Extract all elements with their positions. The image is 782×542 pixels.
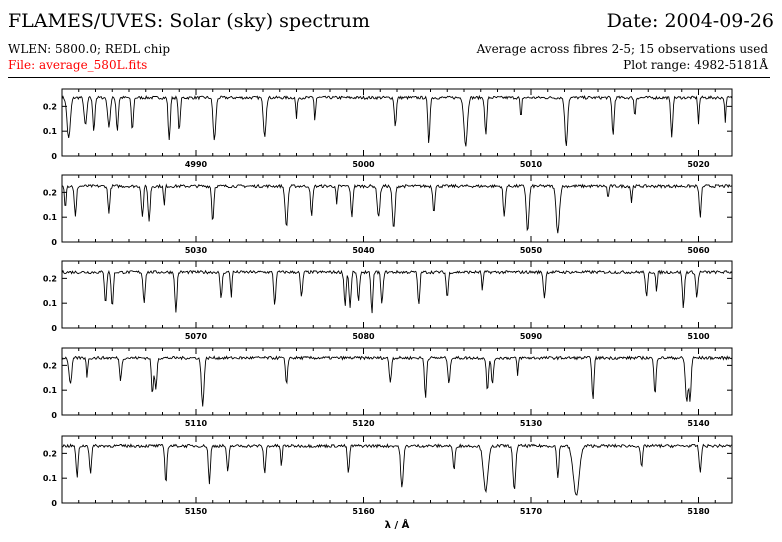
x-tick-label: 5060 [687,246,710,255]
file-name: File: average_580L.fits [8,58,148,72]
y-tick-label: 0.2 [43,102,57,111]
y-tick-label: 0.2 [43,361,57,370]
setup-info: WLEN: 5800.0; REDL chip [8,42,171,56]
y-tick-label: 0.2 [43,449,57,458]
x-tick-label: 5050 [520,246,543,255]
x-tick-label: 5130 [520,419,543,428]
x-tick-label: 5090 [520,332,543,341]
spectrum-trace [61,269,733,314]
x-tick-label: 5000 [352,160,375,169]
x-axis-title: λ / Å [385,518,410,531]
x-tick-label: 5030 [185,246,208,255]
x-tick-label: 5160 [352,507,375,516]
x-tick-label: 5100 [687,332,710,341]
x-tick-label: 5140 [687,419,710,428]
x-tick-label: 5110 [185,419,208,428]
x-tick-label: 5070 [185,332,208,341]
x-tick-label: 5010 [520,160,543,169]
x-tick-label: 5080 [352,332,375,341]
spectrum-trace [61,183,733,234]
y-tick-label: 0 [51,152,57,161]
observation-date: Date: 2004-09-26 [606,10,774,32]
y-tick-label: 0.1 [43,474,58,483]
y-tick-label: 0 [51,499,57,508]
x-tick-label: 5040 [352,246,375,255]
spectrum-trace [61,94,733,147]
x-tick-label: 5020 [687,160,710,169]
y-tick-label: 0.1 [43,213,58,222]
spectrum-trace [61,443,733,496]
x-tick-label: 5180 [687,507,710,516]
panel-frame [61,174,733,243]
chart-title: FLAMES/UVES: Solar (sky) spectrum [8,10,370,32]
y-tick-label: 0.1 [43,386,58,395]
x-tick-label: 5150 [185,507,208,516]
y-tick-label: 0.2 [43,274,57,283]
y-tick-label: 0.2 [43,188,57,197]
y-tick-label: 0.1 [43,127,58,136]
y-tick-label: 0 [51,411,57,420]
averaging-info: Average across fibres 2-5; 15 observatio… [476,42,768,56]
y-tick-label: 0.1 [43,299,58,308]
header-divider [8,77,770,78]
spectrum-trace [61,355,733,407]
y-tick-label: 0 [51,324,57,333]
x-tick-label: 5120 [352,419,375,428]
plot-range: Plot range: 4982-5181Å [623,58,768,72]
x-tick-label: 5170 [520,507,543,516]
x-tick-label: 4990 [185,160,208,169]
y-tick-label: 0 [51,238,57,247]
